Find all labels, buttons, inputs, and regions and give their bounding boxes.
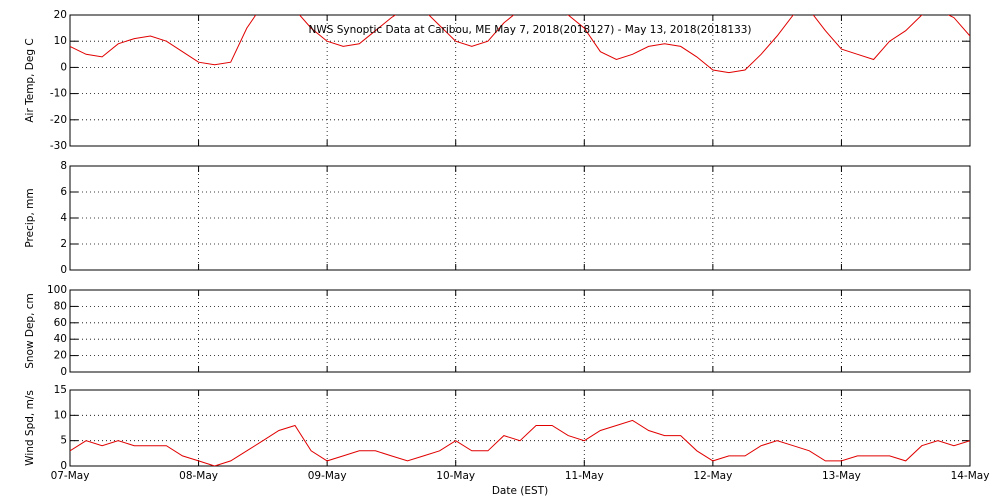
y-axis-label: Snow Dep, cm [24, 293, 36, 369]
y-tick-label: -20 [50, 114, 67, 126]
y-tick-label: 0 [60, 264, 67, 276]
y-tick-label: 10 [54, 409, 67, 421]
plot-frame [69, 389, 971, 467]
y-axis-label: Air Temp, Deg C [24, 38, 36, 122]
x-tick-label: 13-May [822, 470, 861, 482]
data-line [70, 419, 970, 466]
data-line [70, 15, 970, 74]
x-tick-label: 10-May [436, 470, 475, 482]
x-tick-label: 07-May [51, 470, 90, 482]
y-tick-label: 20 [54, 350, 67, 362]
chart-title: NWS Synoptic Data at Caribou, ME May 7, … [308, 24, 751, 36]
y-tick-label: -10 [50, 88, 67, 100]
plot-frame [69, 289, 971, 373]
y-tick-label: 5 [60, 435, 67, 447]
y-tick-label: 8 [60, 160, 67, 172]
plot-frame [69, 14, 971, 147]
y-tick-label: 4 [60, 212, 67, 224]
y-tick-label: 10 [54, 35, 67, 47]
y-tick-label: 0 [60, 366, 67, 378]
y-axis-label: Precip, mm [24, 188, 36, 247]
y-tick-label: -30 [50, 140, 67, 152]
x-tick-label: 08-May [179, 470, 218, 482]
y-tick-label: 2 [60, 238, 67, 250]
x-tick-label: 14-May [951, 470, 990, 482]
y-axis-label: Wind Spd, m/s [24, 390, 36, 466]
y-tick-label: 80 [54, 300, 67, 312]
x-tick-label: 11-May [565, 470, 604, 482]
y-tick-label: 60 [54, 317, 67, 329]
y-tick-label: 100 [47, 284, 67, 296]
y-tick-label: 15 [54, 384, 67, 396]
y-tick-label: 40 [54, 333, 67, 345]
y-tick-label: 20 [54, 9, 67, 21]
y-tick-label: 0 [60, 61, 67, 73]
y-tick-label: 0 [60, 460, 67, 472]
x-tick-label: 12-May [693, 470, 732, 482]
x-tick-label: 09-May [308, 470, 347, 482]
y-tick-label: 6 [60, 186, 67, 198]
x-axis-label: Date (EST) [492, 485, 548, 497]
plot-frame [69, 165, 971, 271]
